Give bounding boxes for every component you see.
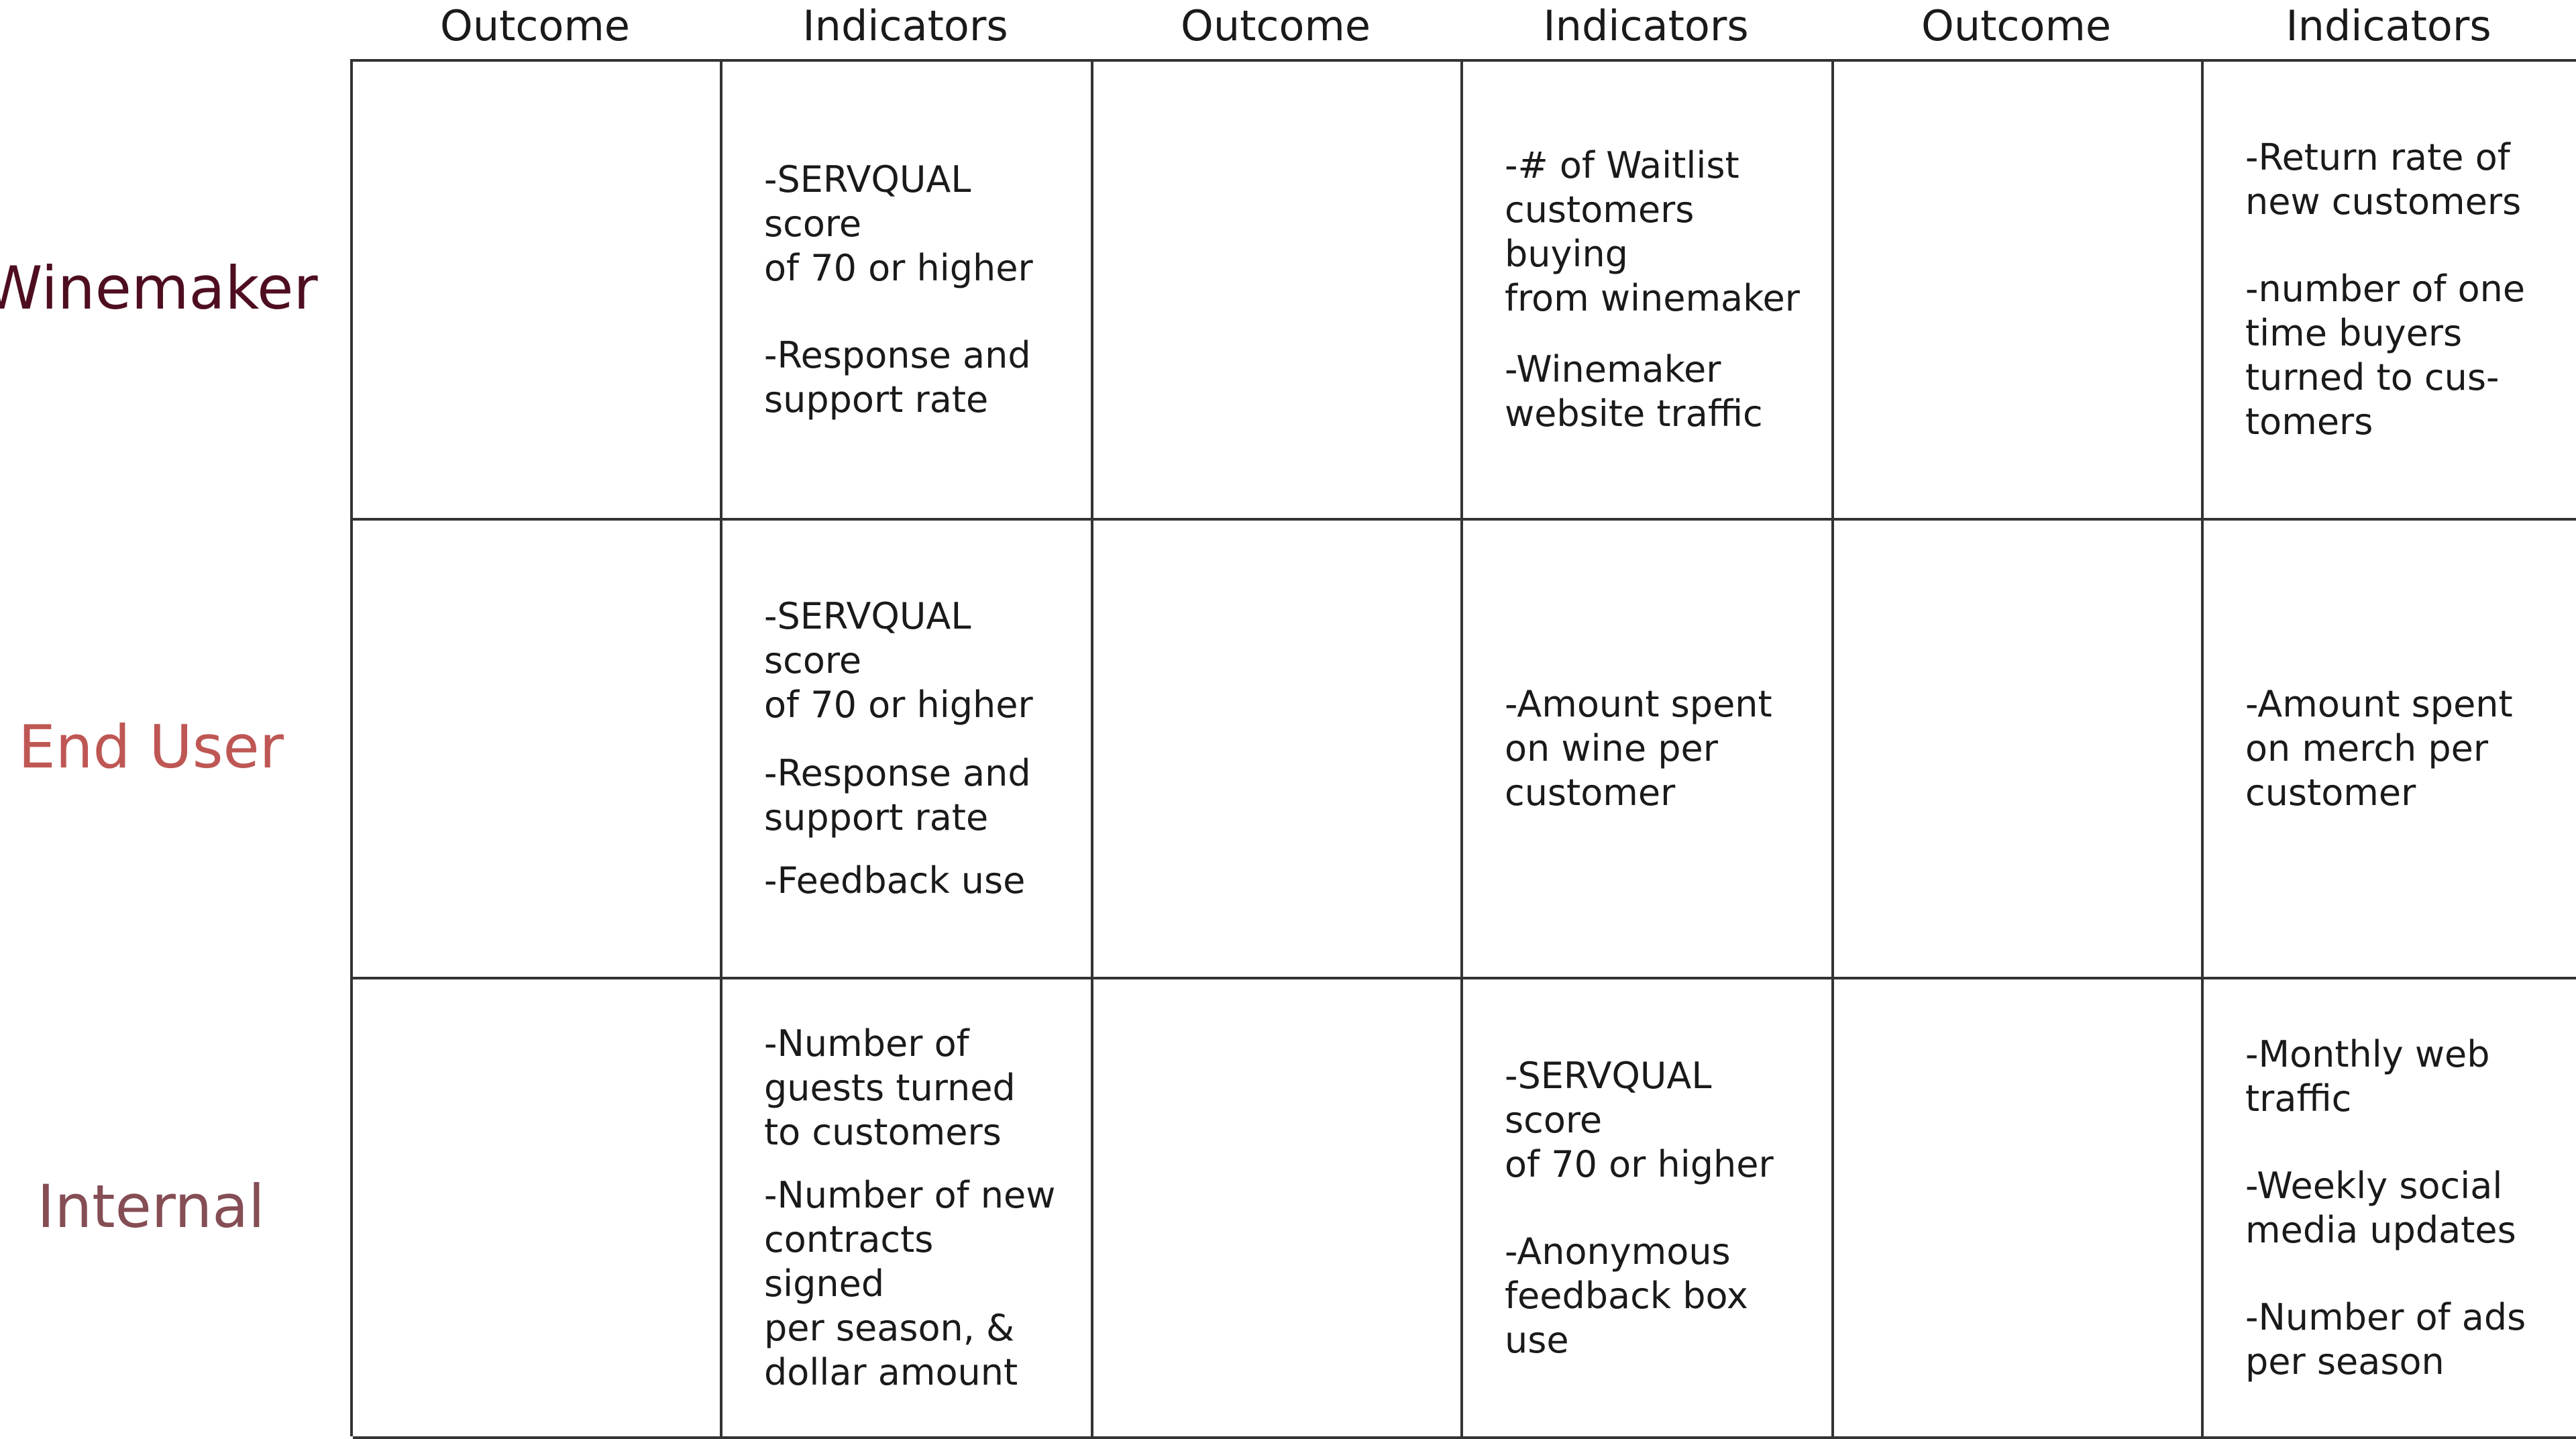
column-headers: Outcome Indicators Outcome Indicators Ou…: [350, 0, 2576, 59]
outcome-text: Increased revenue and/or attention from …: [1135, 180, 1430, 399]
outcome-cell-winemaker-2: Increased revenue and/or attention from …: [1093, 62, 1463, 521]
outcome-text: Happy Employees: [1135, 1164, 1334, 1251]
indicator-item: -Response and support rate: [764, 334, 1031, 421]
outcome-text: Returning Customers: [1876, 246, 2071, 333]
outcome-cell-end-user-3: Merchandise Sales: [1834, 521, 2204, 979]
outcome-cell-internal-2: Happy Employees: [1093, 979, 1463, 1439]
indicator-item: -SERVQUAL score of 70 or higher: [1505, 1054, 1774, 1185]
outcome-cell-end-user-1: High Satisfaction with Event: [353, 521, 722, 979]
indicator-item: -Anonymous feedback box use: [1505, 1230, 1748, 1361]
outcome-text: Merchandise Sales: [1876, 705, 2106, 792]
row-label-internal: Internal: [37, 1171, 265, 1241]
indicator-item: -Return rate of new customers: [2245, 136, 2522, 223]
indicator-item: -SERVQUAL score of 70 or higher: [764, 158, 1033, 289]
indicator-item: -Number of guests turned to customers: [764, 1022, 1016, 1153]
indicator-item: -Number of ads per season: [2245, 1295, 2526, 1383]
outcome-text: Kepp Public Informed and Up to Date: [1876, 1142, 2119, 1273]
indicators-cell-winemaker-2: -# of Waitlist customers buying from win…: [1463, 62, 1834, 521]
indicators-cell-end-user-3: -Amount spent on merch per customer: [2204, 521, 2576, 979]
indicator-item: -Winemaker website traffic: [1505, 348, 1763, 435]
indicator-item: -Feedback use: [764, 859, 1026, 902]
outcome-text: Wine Sales for Local Business: [1135, 683, 1334, 814]
outcomes-indicators-table: High Satisfaction with Service Outcome -S…: [350, 59, 2576, 1439]
indicators-cell-internal-3: -Monthly web traffic -Weekly social media…: [2204, 979, 2576, 1439]
indicators-cell-internal-2: -SERVQUAL score of 70 or higher -Anonymou…: [1463, 979, 1834, 1439]
indicator-item: -Amount spent on merch per customer: [2245, 683, 2513, 814]
indicator-item: -Amount spent on wine per customer: [1505, 683, 1772, 814]
indicators-cell-winemaker-3: -Return rate of new customers -number of …: [2204, 62, 2576, 521]
header-indicators-3: Indicators: [2286, 1, 2491, 50]
indicators-cell-internal-1: -Number of guests turned to customers -Nu…: [722, 979, 1093, 1439]
indicator-item: -# of Waitlist customers buying from win…: [1505, 144, 1800, 319]
header-outcome-1: Outcome: [440, 1, 630, 50]
outcome-cell-winemaker-3: Returning Customers: [1834, 62, 2204, 521]
row-label-winemaker: Winemaker: [0, 254, 318, 323]
header-indicators-2: Indicators: [1543, 1, 1749, 50]
indicator-item: -Number of new contracts signed per seas…: [764, 1173, 1056, 1393]
header-indicators-1: Indicators: [802, 1, 1008, 50]
indicators-cell-winemaker-1: -SERVQUAL score of 70 or higher -Response…: [722, 62, 1093, 521]
header-outcome-2: Outcome: [1181, 1, 1371, 50]
header-outcome-3: Outcome: [1921, 1, 2111, 50]
outcome-cell-internal-1: Profitable Business: [353, 979, 722, 1439]
outcome-cell-winemaker-1: High Satisfaction with Service Outcome: [353, 62, 722, 521]
outcome-cell-end-user-2: Wine Sales for Local Business: [1093, 521, 1463, 979]
indicators-cell-end-user-2: -Amount spent on wine per customer: [1463, 521, 1834, 979]
indicator-item: -Weekly social media updates: [2245, 1164, 2516, 1251]
row-labels: Winemaker End User Internal: [0, 59, 350, 1436]
indicator-item: -SERVQUAL score of 70 or higher: [764, 595, 1033, 726]
outcome-text: High Satisfaction with Service Outcome: [394, 202, 617, 377]
indicator-item: -Response and support rate: [764, 752, 1031, 839]
indicators-cell-end-user-1: -SERVQUAL score of 70 or higher -Response…: [722, 521, 1093, 979]
indicator-item: -number of one time buyers turned to cus…: [2245, 268, 2526, 443]
outcome-cell-internal-3: Kepp Public Informed and Up to Date: [1834, 979, 2204, 1439]
outcome-text: High Satisfaction with Event: [394, 683, 607, 814]
outcome-text: Profitable Business: [394, 1164, 567, 1251]
indicator-item: -Monthly web traffic: [2245, 1032, 2490, 1120]
row-label-end-user: End User: [18, 712, 284, 782]
